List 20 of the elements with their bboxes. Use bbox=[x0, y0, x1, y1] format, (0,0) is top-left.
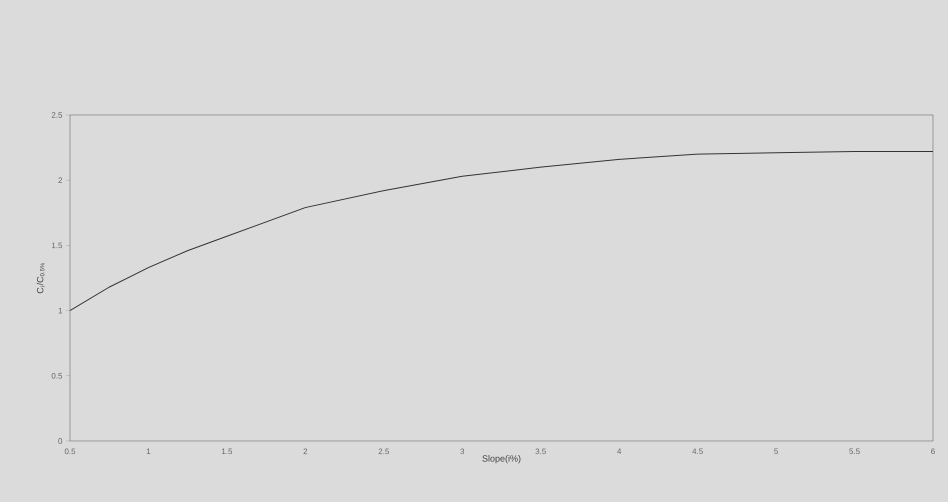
y-axis-title: C$_{i}$/C$_{0.5%}$ bbox=[36, 262, 44, 294]
y-tick-label: 0.5 bbox=[52, 372, 62, 379]
x-tick-label: 2 bbox=[304, 448, 308, 454]
x-tick-label: 1 bbox=[146, 448, 150, 454]
x-tick-label: 3 bbox=[460, 448, 464, 454]
y-tick-label: 1.5 bbox=[52, 242, 62, 248]
x-tick-label: 1.5 bbox=[222, 448, 232, 454]
y-tick-label: 0 bbox=[58, 438, 62, 444]
x-tick-label: 2.5 bbox=[378, 448, 390, 454]
x-tick-label: 4.5 bbox=[692, 448, 703, 454]
x-tick-label: 3.5 bbox=[535, 448, 546, 454]
x-tick-label: 5.5 bbox=[849, 448, 860, 454]
x-tick-label: 5 bbox=[774, 448, 778, 454]
x-tick-label: 6 bbox=[931, 448, 935, 454]
y-tick-label: 1 bbox=[58, 308, 62, 314]
y-tick-label: 2.5 bbox=[52, 112, 62, 118]
x-tick-label: 0.5 bbox=[64, 448, 76, 454]
x-tick-label: 4 bbox=[617, 448, 622, 454]
y-tick-label: 2 bbox=[58, 177, 62, 183]
x-axis-title: Slope(i%) bbox=[482, 455, 520, 464]
